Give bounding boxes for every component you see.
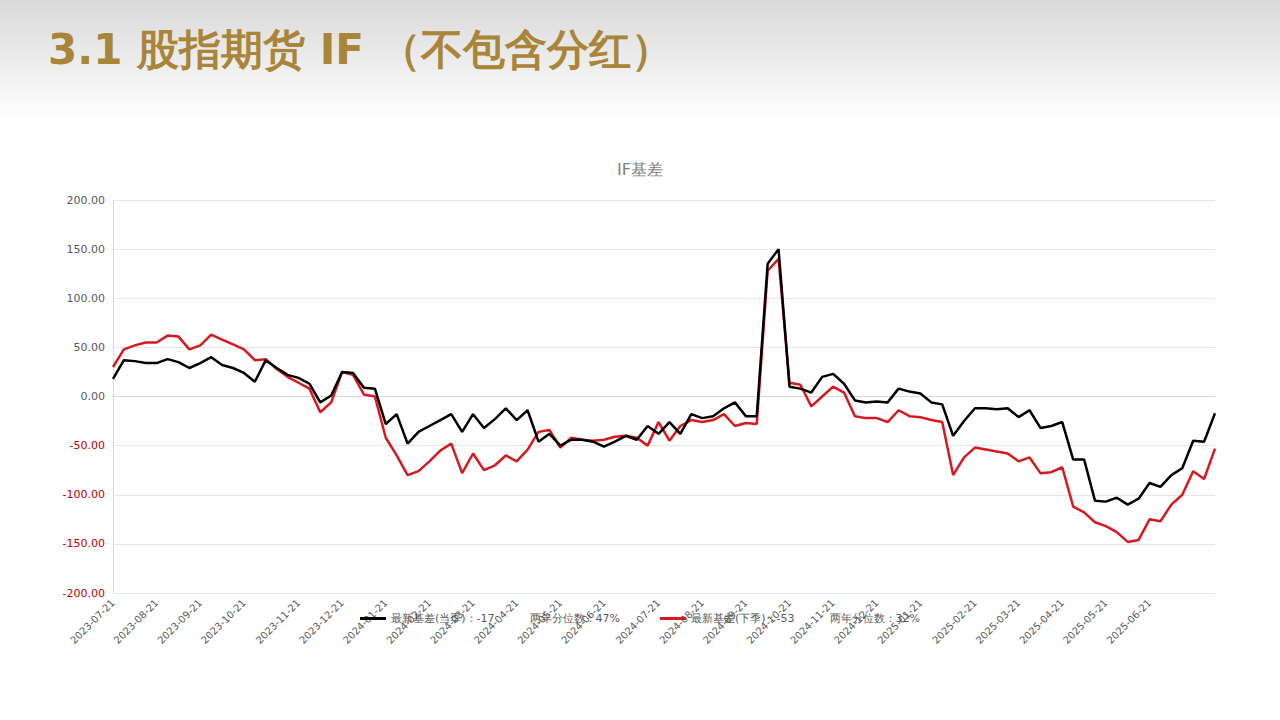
svg-text:2025-01-21: 2025-01-21 xyxy=(875,597,925,646)
svg-text:2023-10-21: 2023-10-21 xyxy=(199,597,248,646)
svg-text:最新基差(当季)：-17 两年分位数：47: 最新基差(当季)：-17 两年分位数：47% xyxy=(391,612,620,625)
svg-text:2024-02-21: 2024-02-21 xyxy=(384,597,434,646)
svg-text:2023-09-21: 2023-09-21 xyxy=(155,597,204,646)
svg-text:2024-09-21: 2024-09-21 xyxy=(700,597,750,646)
svg-text:2024-04-21: 2024-04-21 xyxy=(471,597,521,646)
html-text:3.1 股指期货 IF （不包含分红）: 3.1 股指期货 IF （不包含分红） xyxy=(48,25,673,74)
svg-text:2023-12-21: 2023-12-21 xyxy=(297,597,346,646)
svg-text:2025-04-21: 2025-04-21 xyxy=(1017,597,1066,646)
svg-text:-50.00: -50.00 xyxy=(70,439,105,452)
svg-text:2024-11-21: 2024-11-21 xyxy=(788,597,837,646)
svg-text:2024-12-21: 2024-12-21 xyxy=(831,597,881,646)
svg-text:2024-08-21: 2024-08-21 xyxy=(657,597,707,646)
svg-text:2024-01-21: 2024-01-21 xyxy=(341,597,390,646)
svg-text:-150.00: -150.00 xyxy=(63,537,105,550)
svg-text:50.00: 50.00 xyxy=(74,341,106,354)
svg-text:200.00: 200.00 xyxy=(67,194,106,207)
svg-text:2024-03-21: 2024-03-21 xyxy=(428,597,477,646)
svg-text:-200.00: -200.00 xyxy=(63,587,105,600)
svg-text:2024-07-21: 2024-07-21 xyxy=(614,597,663,646)
svg-text:2025-06-21: 2025-06-21 xyxy=(1105,597,1154,646)
svg-text:150.00: 150.00 xyxy=(67,243,106,256)
svg-text:2023-07-21: 2023-07-21 xyxy=(68,597,117,646)
svg-text:2025-03-21: 2025-03-21 xyxy=(974,597,1023,646)
svg-text:2025-02-21: 2025-02-21 xyxy=(930,597,979,646)
svg-text:2023-08-21: 2023-08-21 xyxy=(112,597,161,646)
svg-text:2024-06-21: 2024-06-21 xyxy=(559,597,608,646)
svg-text:100.00: 100.00 xyxy=(67,292,106,305)
svg-text:最新基差(下季)：-53 两年分位数：32: 最新基差(下季)：-53 两年分位数：32% xyxy=(691,612,920,625)
svg-text:2024-10-21: 2024-10-21 xyxy=(744,597,794,646)
svg-text:IF基差: IF基差 xyxy=(617,160,663,179)
svg-text:2023-11-21: 2023-11-21 xyxy=(254,597,303,646)
svg-text:2025-05-21: 2025-05-21 xyxy=(1061,597,1110,646)
svg-text:0.00: 0.00 xyxy=(81,390,106,403)
svg-text:-100.00: -100.00 xyxy=(63,488,105,501)
svg-text:2024-05-21: 2024-05-21 xyxy=(515,597,565,646)
